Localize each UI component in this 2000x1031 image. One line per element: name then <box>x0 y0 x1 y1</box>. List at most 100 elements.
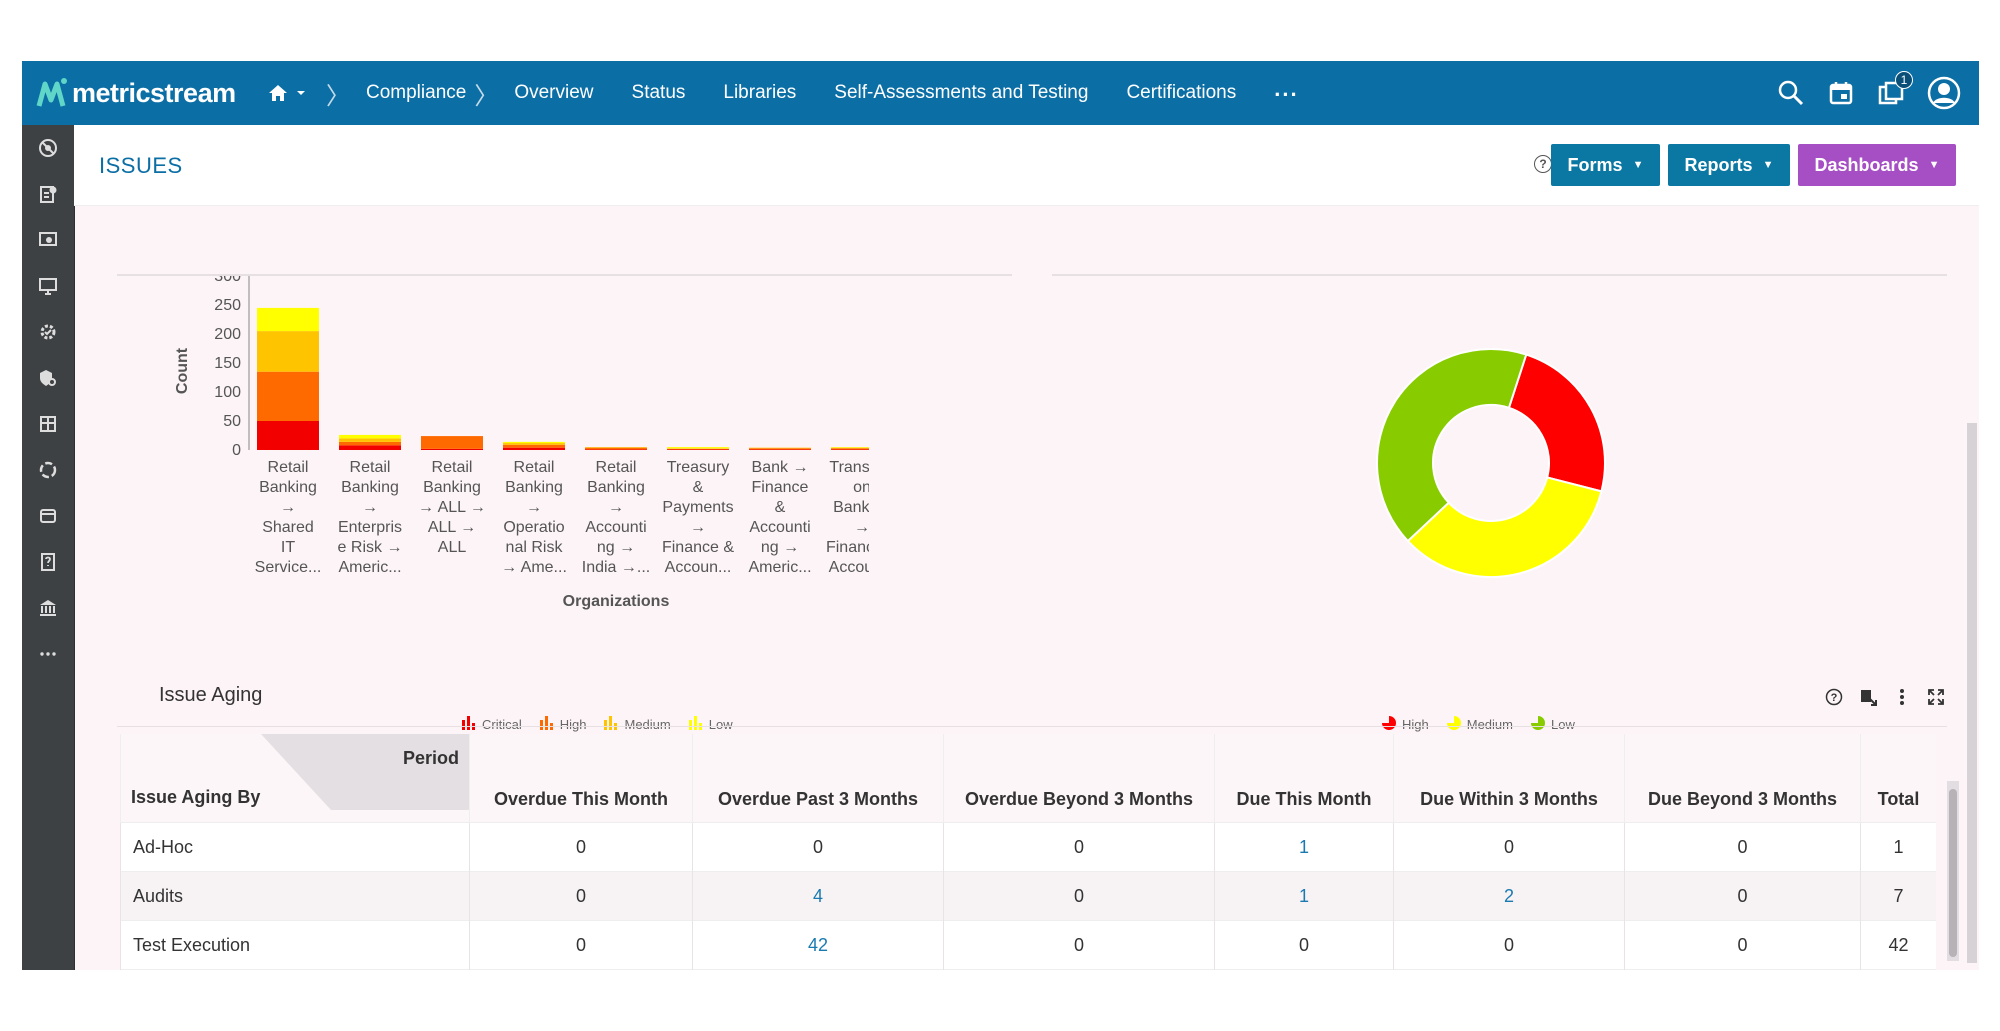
sidebar-item-settings[interactable] <box>22 309 74 355</box>
logo-text: metricstream <box>72 77 236 108</box>
column-header-overdue-this-month[interactable]: Overdue This Month <box>469 734 693 823</box>
help-icon[interactable]: ? <box>1823 687 1845 707</box>
table-cell: 0 <box>943 920 1215 970</box>
kebab-menu-icon[interactable] <box>1891 687 1913 707</box>
panel-divider <box>1052 274 1947 276</box>
column-header-overdue-beyond-3-months[interactable]: Overdue Beyond 3 Months <box>943 734 1215 823</box>
sidebar-item-dashboard[interactable] <box>22 125 74 171</box>
bar-segment-medium <box>585 447 647 448</box>
page-scrollbar[interactable] <box>1967 423 1977 963</box>
nav-certifications[interactable]: Certifications <box>1126 82 1237 103</box>
legend-item-low[interactable]: Low <box>688 716 733 733</box>
bar-segment-critical <box>667 449 729 450</box>
table-cell: 0 <box>469 969 693 970</box>
sidebar-item-policies[interactable] <box>22 539 74 585</box>
bar-segment-high <box>257 371 319 421</box>
nav-self-assessments[interactable]: Self-Assessments and Testing <box>834 82 1089 103</box>
home-icon <box>269 85 287 101</box>
legend-item-critical[interactable]: Critical <box>462 716 522 733</box>
legend-label: High <box>1402 717 1429 732</box>
x-tick-label: Banking <box>587 479 645 496</box>
legend-item-medium[interactable]: Medium <box>604 716 671 733</box>
y-tick-label: 250 <box>214 297 241 314</box>
monitor-search-icon <box>39 232 57 246</box>
sidebar-item-desktop[interactable] <box>22 263 74 309</box>
refresh-cycle-icon <box>39 461 57 479</box>
table-cell-link[interactable]: 2 <box>1393 871 1625 921</box>
issue-aging-toolbar: ? <box>1811 687 1947 707</box>
desktop-icon <box>39 278 57 295</box>
bar-segment-low <box>503 441 565 444</box>
export-icon[interactable] <box>1857 687 1879 707</box>
y-axis-label: Count <box>174 347 191 394</box>
table-scrollbar-thumb[interactable] <box>1949 789 1957 957</box>
donut-slice-high[interactable] <box>1507 353 1606 493</box>
sidebar-item-monitor[interactable] <box>22 217 74 263</box>
bar-segment-low <box>831 447 869 448</box>
bar-segment-medium <box>503 443 565 445</box>
legend-item-low[interactable]: Low <box>1531 716 1575 733</box>
y-tick-label: 200 <box>214 326 241 343</box>
table-cell-link[interactable]: 1 <box>1214 822 1394 872</box>
legend-item-high[interactable]: High <box>539 716 586 733</box>
reports-button[interactable]: Reports ▼ <box>1668 144 1790 186</box>
column-header-total[interactable]: Total <box>1860 734 1936 823</box>
legend-item-high[interactable]: High <box>1382 716 1429 733</box>
nav-status[interactable]: Status <box>631 82 686 103</box>
notifications-icon[interactable]: 1 <box>1877 71 1913 107</box>
forms-button[interactable]: Forms ▼ <box>1551 144 1660 186</box>
search-icon[interactable] <box>1777 79 1805 107</box>
bar-legend-icon <box>604 716 618 733</box>
x-tick-label: Retail <box>350 459 391 476</box>
document-question-icon <box>41 553 55 571</box>
table-cell-link[interactable]: 42 <box>692 920 944 970</box>
sidebar-item-institution[interactable] <box>22 585 74 631</box>
pie-legend-icon <box>1382 716 1396 733</box>
legend-label: Medium <box>624 717 671 732</box>
x-tick-label: Operatio <box>503 519 564 536</box>
table-cell-link[interactable]: 1 <box>1214 871 1394 921</box>
caret-down-icon: ▼ <box>1632 159 1644 171</box>
nav-more-button[interactable]: ... <box>1274 76 1299 101</box>
column-header-due-within-3-months[interactable]: Due Within 3 Months <box>1393 734 1625 823</box>
expand-icon[interactable] <box>1925 687 1947 707</box>
nav-compliance[interactable]: Compliance <box>366 82 467 103</box>
donut-slice-medium[interactable] <box>1406 476 1603 578</box>
nav-overview[interactable]: Overview <box>514 82 594 103</box>
sidebar-more-button[interactable] <box>22 631 74 677</box>
user-avatar-icon[interactable] <box>1927 76 1961 110</box>
home-menu[interactable] <box>268 84 308 102</box>
x-tick-label: Banking <box>423 479 481 496</box>
sidebar-item-cycle[interactable] <box>22 447 74 493</box>
table-cell-link[interactable]: 1 <box>1214 969 1394 970</box>
panel-divider <box>117 274 1012 276</box>
help-icon[interactable]: ? <box>1534 155 1552 173</box>
table-cell: 0 <box>1393 920 1625 970</box>
x-tick-label: ng → <box>597 539 635 556</box>
pie-legend-icon <box>1446 716 1461 733</box>
column-header-due-beyond-3-months[interactable]: Due Beyond 3 Months <box>1624 734 1861 823</box>
shield-search-icon <box>40 370 56 386</box>
sidebar-item-compliance[interactable] <box>22 171 74 217</box>
bar-segment-critical <box>339 445 401 450</box>
table-cell-link[interactable]: 4 <box>692 871 944 921</box>
row-label: Risk Assessment <box>120 969 470 970</box>
sidebar-item-reports[interactable] <box>22 401 74 447</box>
bar-segment-medium <box>339 438 401 442</box>
table-cell-link[interactable]: 23 <box>692 969 944 970</box>
sidebar-item-inbox[interactable] <box>22 493 74 539</box>
bar-segment-critical <box>831 449 869 450</box>
x-tick-label: Retail <box>596 459 637 476</box>
nav-libraries[interactable]: Libraries <box>723 82 797 103</box>
dashboards-button[interactable]: Dashboards ▼ <box>1798 144 1956 186</box>
column-header-overdue-past-3-months[interactable]: Overdue Past 3 Months <box>692 734 944 823</box>
donut-slice-low[interactable] <box>1376 348 1528 543</box>
calendar-icon[interactable] <box>1827 79 1855 107</box>
sidebar-item-risk[interactable] <box>22 355 74 401</box>
legend-item-medium[interactable]: Medium <box>1446 716 1513 733</box>
pie-legend-icon <box>1531 716 1545 733</box>
x-tick-label: → <box>608 499 624 516</box>
column-header-due-this-month[interactable]: Due This Month <box>1214 734 1394 823</box>
table-cell: 0 <box>1624 871 1861 921</box>
app-logo[interactable]: metricstream <box>36 73 236 113</box>
